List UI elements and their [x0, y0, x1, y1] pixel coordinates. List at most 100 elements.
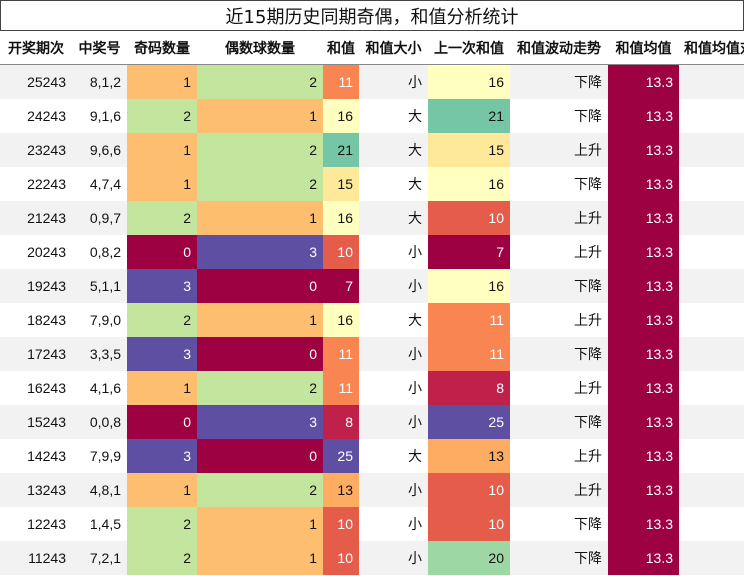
cell-avg-compare: 低 [679, 507, 744, 541]
cell-sum: 25 [323, 439, 359, 473]
cell-avg-compare: 高 [679, 133, 744, 167]
cell-period: 18243 [27, 312, 66, 328]
cell-avg-compare: 低 [679, 371, 744, 405]
cell-avg: 13.3 [608, 64, 679, 99]
cell-avg: 13.3 [608, 269, 679, 303]
cell-avg-compare: 低 [679, 64, 744, 99]
cell-odd-count: 2 [127, 201, 197, 235]
cell-even-count: 2 [197, 473, 323, 507]
cell-even-count: 2 [197, 371, 323, 405]
cell-even-count: 0 [197, 439, 323, 473]
cell-sum-size: 大 [408, 313, 422, 329]
cell-period: 14243 [27, 448, 66, 464]
cell-sum-size: 大 [359, 201, 428, 235]
cell-avg: 13.3 [608, 133, 679, 167]
cell-prev-sum: 11 [428, 303, 510, 337]
cell-period: 20243 [27, 244, 66, 260]
cell-trend: 下降 [510, 337, 608, 371]
cell-numbers: 4,1,6 [89, 380, 121, 396]
cell-avg-compare: 高 [679, 303, 744, 337]
cell-period: 25243 [0, 64, 72, 99]
cell-period: 12243 [27, 516, 66, 532]
cell-trend: 上升 [574, 449, 602, 465]
cell-even-count: 1 [197, 99, 323, 133]
cell-odd-count: 0 [127, 405, 197, 439]
cell-avg: 13.3 [608, 507, 679, 541]
cell-odd-count: 1 [127, 167, 197, 201]
cell-odd-count: 2 [127, 541, 197, 575]
cell-prev-sum: 11 [428, 337, 510, 371]
cell-sum-size: 大 [408, 449, 422, 465]
cell-sum: 16 [323, 303, 359, 337]
cell-prev-sum: 10 [428, 507, 510, 541]
cell-period: 23243 [0, 133, 72, 167]
cell-prev-sum: 13 [428, 439, 510, 473]
cell-avg-compare: 低 [679, 541, 744, 575]
cell-avg: 13.3 [608, 201, 679, 235]
cell-odd-count: 3 [127, 439, 197, 473]
cell-sum: 16 [323, 201, 359, 235]
cell-odd-count: 3 [127, 269, 197, 303]
cell-sum: 8 [323, 405, 359, 439]
cell-sum: 10 [323, 507, 359, 541]
cell-avg-compare: 高 [679, 167, 744, 201]
cell-even-count: 2 [197, 167, 323, 201]
cell-odd-count: 0 [127, 235, 197, 269]
cell-period: 21243 [0, 201, 72, 235]
cell-odd-count: 1 [127, 133, 197, 167]
cell-avg: 13.3 [608, 405, 679, 439]
cell-numbers: 7,9,9 [89, 448, 121, 464]
cell-period: 17243 [0, 337, 72, 371]
cell-sum: 11 [323, 64, 359, 99]
cell-sum-size: 大 [408, 177, 422, 193]
cell-numbers: 0,8,2 [89, 244, 121, 260]
cell-prev-sum: 21 [428, 99, 510, 133]
cell-even-count: 1 [197, 303, 323, 337]
header-odd-count: 奇码数量 [127, 31, 197, 65]
cell-avg-compare: 高 [679, 439, 744, 473]
header-even-count: 偶数球数量 [197, 31, 323, 65]
cell-period: 24243 [27, 108, 66, 124]
cell-odd-count: 1 [127, 371, 197, 405]
cell-trend: 上升 [510, 133, 608, 167]
cell-avg-compare: 低 [679, 337, 744, 371]
cell-period: 19243 [0, 269, 72, 303]
cell-sum-size: 小 [359, 473, 428, 507]
cell-trend: 下降 [574, 177, 602, 193]
cell-even-count: 1 [197, 507, 323, 541]
cell-numbers: 0,9,7 [72, 201, 127, 235]
cell-numbers: 5,1,1 [72, 269, 127, 303]
cell-avg: 13.3 [608, 99, 679, 133]
header-avg: 和值均值 [608, 31, 679, 65]
cell-prev-sum: 15 [428, 133, 510, 167]
cell-avg-compare: 低 [679, 473, 744, 507]
cell-numbers: 9,1,6 [89, 108, 121, 124]
cell-sum-size: 大 [408, 109, 422, 125]
cell-trend: 下降 [574, 109, 602, 125]
cell-prev-sum: 7 [428, 235, 510, 269]
cell-even-count: 1 [197, 541, 323, 575]
cell-sum: 15 [323, 167, 359, 201]
cell-sum-size: 小 [359, 64, 428, 99]
cell-trend: 上升 [510, 201, 608, 235]
cell-even-count: 0 [197, 269, 323, 303]
cell-sum-size: 小 [408, 517, 422, 533]
cell-odd-count: 3 [127, 337, 197, 371]
cell-sum: 10 [323, 541, 359, 575]
cell-sum: 11 [323, 371, 359, 405]
cell-sum: 21 [323, 133, 359, 167]
cell-avg: 13.3 [608, 541, 679, 575]
cell-numbers: 9,6,6 [72, 133, 127, 167]
cell-sum: 10 [323, 235, 359, 269]
cell-prev-sum: 10 [428, 201, 510, 235]
